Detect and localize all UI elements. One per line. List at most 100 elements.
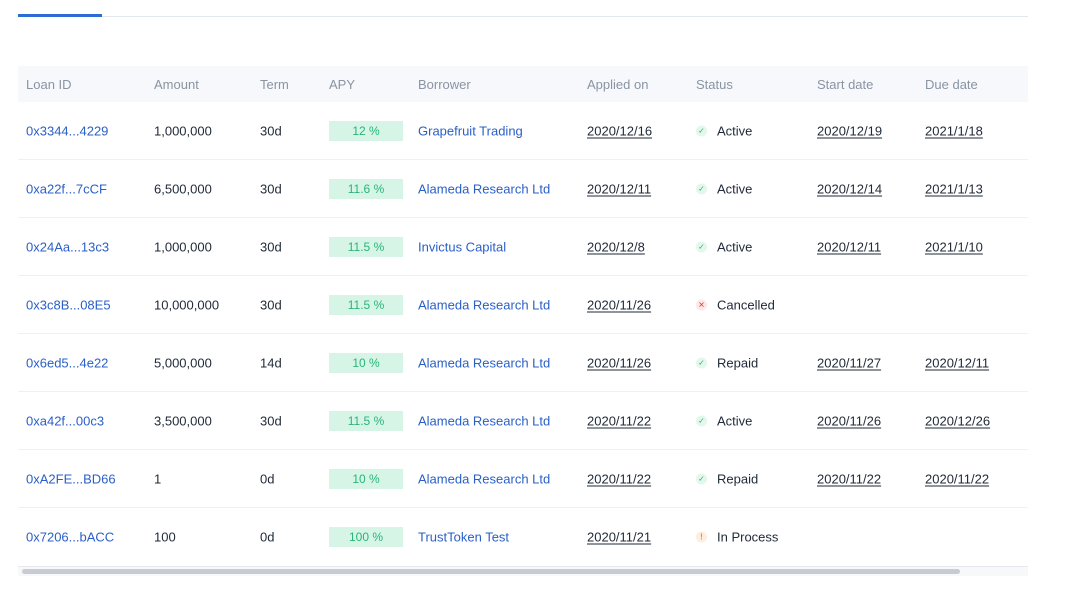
loan-id-link[interactable]: 0xa22f...7cCF [26,181,107,196]
loan-id-link[interactable]: 0xA2FE...BD66 [26,471,116,486]
due-date[interactable]: 2020/12/11 [925,355,990,370]
loan-id-link[interactable]: 0xa42f...00c3 [26,413,105,428]
amount-value: 1,000,000 [154,123,212,138]
due-date[interactable]: 2021/1/13 [925,181,983,196]
term-value: 30d [260,181,282,196]
status-label: Cancelled [717,297,775,312]
applied-on-date[interactable]: 2020/11/22 [587,413,652,428]
due-date[interactable]: 2021/1/10 [925,239,983,254]
start-date[interactable]: 2020/11/26 [817,413,882,428]
start-date[interactable]: 2020/11/22 [817,471,882,486]
borrower-link[interactable]: Alameda Research Ltd [418,413,551,428]
header-borrower[interactable]: Borrower [418,76,471,92]
status-label: In Process [717,529,779,544]
borrower-link[interactable]: Alameda Research Ltd [418,297,551,312]
status-cell: ✕ Cancelled [696,297,775,312]
table-row[interactable]: 0xa22f...7cCF 6,500,000 30d 11.6 % Alame… [18,160,1028,218]
term-value: 0d [260,471,275,486]
table-row[interactable]: 0x7206...bACC 100 0d 100 % TrustToken Te… [18,508,1028,565]
table-row[interactable]: 0xA2FE...BD66 1 0d 10 % Alameda Research… [18,450,1028,508]
exclamation-icon: ! [696,531,707,542]
header-loan-id[interactable]: Loan ID [26,76,72,92]
status-label: Repaid [717,355,759,370]
header-applied-on[interactable]: Applied on [587,76,649,92]
apy-badge: 12 % [329,120,403,141]
header-apy[interactable]: APY [329,76,356,92]
table-row[interactable]: 0x24Aa...13c3 1,000,000 30d 11.5 % Invic… [18,218,1028,276]
check-icon: ✓ [696,183,707,194]
apy-badge: 11.5 % [329,294,403,315]
loan-id-link[interactable]: 0x6ed5...4e22 [26,355,109,370]
header-start-date[interactable]: Start date [817,76,874,92]
amount-value: 1,000,000 [154,239,212,254]
borrower-link[interactable]: Alameda Research Ltd [418,355,551,370]
status-label: Repaid [717,471,759,486]
term-value: 30d [260,123,282,138]
table-body: 0x3344...4229 1,000,000 30d 12 % Grapefr… [18,102,1028,565]
start-date[interactable]: 2020/12/11 [817,239,882,254]
amount-value: 6,500,000 [154,181,212,196]
loan-id-link[interactable]: 0x7206...bACC [26,529,115,544]
check-icon: ✓ [696,241,707,252]
check-icon: ✓ [696,125,707,136]
check-icon: ✓ [696,415,707,426]
status-label: Active [717,181,753,196]
start-date[interactable]: 2020/11/27 [817,355,882,370]
scrollbar-thumb[interactable] [22,569,960,574]
borrower-link[interactable]: Alameda Research Ltd [418,181,551,196]
term-value: 30d [260,239,282,254]
amount-value: 3,500,000 [154,413,212,428]
loans-table: Loan ID Amount Term APY Borrower Applied… [18,66,1028,565]
applied-on-date[interactable]: 2020/11/26 [587,355,652,370]
table-row[interactable]: 0xa42f...00c3 3,500,000 30d 11.5 % Alame… [18,392,1028,450]
apy-badge: 100 % [329,526,403,547]
table-row[interactable]: 0x3c8B...08E5 10,000,000 30d 11.5 % Alam… [18,276,1028,334]
horizontal-scrollbar[interactable] [18,566,1028,576]
applied-on-date[interactable]: 2020/12/11 [587,181,652,196]
borrower-link[interactable]: Alameda Research Ltd [418,471,551,486]
check-icon: ✓ [696,357,707,368]
apy-badge: 10 % [329,468,403,489]
term-value: 0d [260,529,275,544]
header-term[interactable]: Term [260,76,289,92]
apy-badge: 11.5 % [329,410,403,431]
due-date[interactable]: 2020/12/26 [925,413,991,428]
start-date[interactable]: 2020/12/14 [817,181,883,196]
apy-badge: 10 % [329,352,403,373]
loan-id-link[interactable]: 0x24Aa...13c3 [26,239,110,254]
start-date[interactable]: 2020/12/19 [817,123,883,138]
tab-bar [18,0,1028,17]
status-label: Active [717,123,753,138]
term-value: 30d [260,413,282,428]
term-value: 14d [260,355,282,370]
table-row[interactable]: 0x3344...4229 1,000,000 30d 12 % Grapefr… [18,102,1028,160]
active-tab-indicator [18,14,102,17]
applied-on-date[interactable]: 2020/12/16 [587,123,653,138]
apy-badge: 11.5 % [329,236,403,257]
header-amount[interactable]: Amount [154,76,199,92]
applied-on-date[interactable]: 2020/12/8 [587,239,645,254]
loan-id-link[interactable]: 0x3c8B...08E5 [26,297,111,312]
due-date[interactable]: 2021/1/18 [925,123,983,138]
status-label: Active [717,413,753,428]
term-value: 30d [260,297,282,312]
applied-on-date[interactable]: 2020/11/22 [587,471,652,486]
status-label: Active [717,239,753,254]
status-cell: ! In Process [696,529,778,544]
loan-id-link[interactable]: 0x3344...4229 [26,123,109,138]
borrower-link[interactable]: TrustToken Test [418,529,510,544]
header-status[interactable]: Status [696,76,733,92]
status-cell: ✓ Active [696,123,752,138]
applied-on-date[interactable]: 2020/11/26 [587,297,652,312]
borrower-link[interactable]: Grapefruit Trading [418,123,523,138]
amount-value: 10,000,000 [154,297,220,312]
amount-value: 5,000,000 [154,355,212,370]
header-due-date[interactable]: Due date [925,76,978,92]
table-row[interactable]: 0x6ed5...4e22 5,000,000 14d 10 % Alameda… [18,334,1028,392]
amount-value: 100 [154,529,176,544]
check-icon: ✓ [696,473,707,484]
borrower-link[interactable]: Invictus Capital [418,239,507,254]
due-date[interactable]: 2020/11/22 [925,471,990,486]
status-cell: ✓ Repaid [696,471,758,486]
applied-on-date[interactable]: 2020/11/21 [587,529,652,544]
